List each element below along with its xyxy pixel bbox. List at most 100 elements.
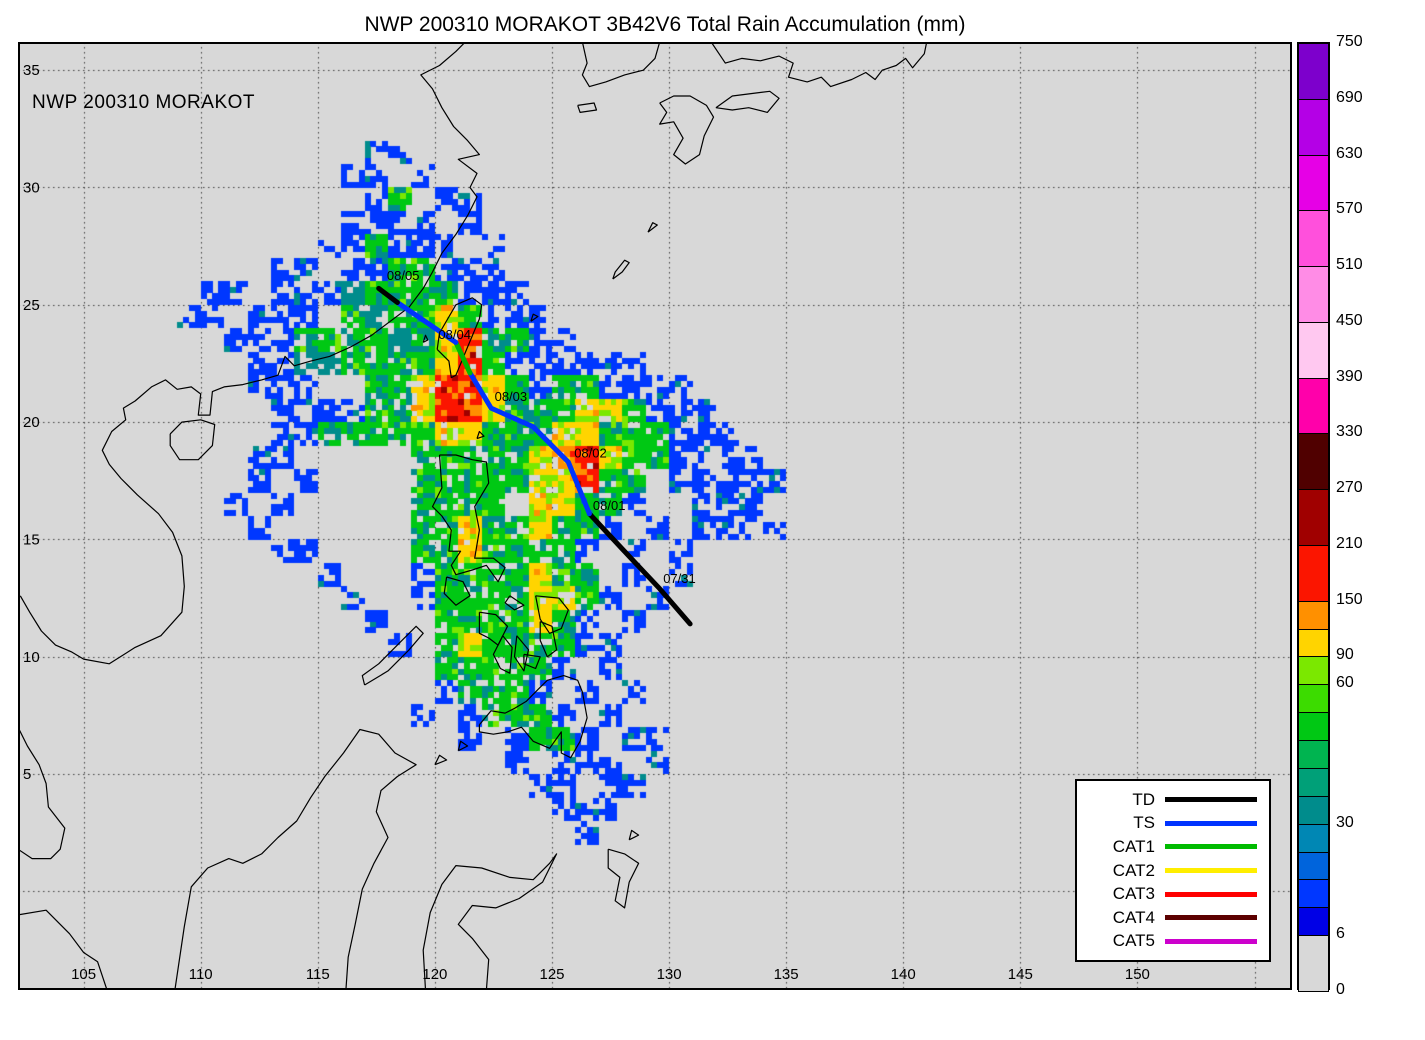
colorbar-segment [1298,907,1329,937]
track-segment-TD [586,511,693,627]
coastline-mindoro [443,576,471,606]
colorbar-segment [1298,433,1329,491]
y-tick-label: 25 [23,297,40,314]
coastline-kyushu [659,95,715,165]
legend-label: CAT2 [1112,860,1155,880]
coastlines [18,42,928,990]
coastline-leyte [539,621,558,658]
coastline-malay-peninsula [18,726,66,860]
coastline-ishigaki [530,313,539,322]
coastline-sulu-1 [434,754,448,766]
y-tick-label: 30 [23,180,40,197]
map-frame [18,42,1292,990]
colorbar-segment [1298,489,1329,546]
coastline-babuyan [476,430,485,440]
colorbar-segment [1298,712,1329,742]
legend-item-CAT3: CAT3 [1085,884,1257,904]
colorbar-segment [1298,321,1329,379]
colorbar-segment [1298,851,1329,881]
legend-item-CAT5: CAT5 [1085,931,1257,951]
legend-item-CAT4: CAT4 [1085,908,1257,928]
axis-tick-labels: 105 110 115 120 125 130 135 140 145 150 5 10 15 20 25 3… [23,62,1150,983]
coastline-jeju [577,102,598,114]
track-date-labels: 08/05 08/04 08/03 08/02 08/01 07/31 [387,268,696,586]
colorbar-segment [1298,628,1329,658]
map-label: NWP 200310 MORAKOT [32,92,256,113]
legend-swatch [1165,938,1257,944]
y-tick-label: 5 [23,766,31,783]
colorbar [1297,42,1330,992]
legend-label: CAT1 [1112,836,1155,856]
coastline-morotai [628,829,640,841]
coastline-luzon [431,454,506,583]
coastline-honshu [710,42,928,88]
colorbar-segment [1298,795,1329,825]
y-tick-label: 20 [23,414,40,431]
y-tick-label: 35 [23,62,40,79]
coastline-amami [647,222,658,233]
track-date-label: 08/02 [574,445,607,460]
legend-swatch [1165,797,1257,803]
colorbar-segment [1298,879,1329,909]
x-tick-label: 105 [71,966,96,983]
legend-label: CAT4 [1112,907,1155,927]
legend-swatch [1165,915,1257,921]
colorbar-segment [1298,740,1329,769]
track-segment-TS [467,370,592,517]
colorbar-segment [1298,98,1329,156]
coastline-sumatra [18,909,108,990]
x-tick-label: 150 [1125,966,1150,983]
x-tick-label: 140 [891,966,916,983]
legend-label: CAT3 [1112,884,1155,904]
coastline-halmahera [607,848,640,909]
coastline-penghu [422,334,429,343]
coastline-sulu-2 [457,740,469,752]
track-segment-TS [394,300,459,345]
coastline-okinawa [612,259,630,280]
legend-swatch [1165,820,1257,826]
track-segment-CAT1 [453,339,473,376]
colorbar-segment [1298,656,1329,686]
track-date-label: 08/03 [495,389,528,404]
x-tick-label: 115 [306,966,330,983]
coastline-palawan [361,625,424,686]
colorbar-segment [1298,823,1329,853]
coastline-negros [492,635,513,674]
coastline-shikoku [715,90,780,114]
coastline-korea [581,42,661,88]
coastline-masbate [504,595,525,611]
y-tick-label: 15 [23,532,40,549]
x-tick-label: 120 [422,966,447,983]
track-date-label: 08/01 [593,498,626,513]
legend-swatch [1165,844,1257,850]
legend-item-CAT1: CAT1 [1085,837,1257,857]
plot-title: NWP 200310 MORAKOT 3B42V6 Total Rain Acc… [364,13,966,36]
coastline-bohol [523,653,541,670]
track-date-label: 08/04 [438,327,471,342]
x-tick-label: 135 [774,966,799,983]
x-tick-label: 110 [189,966,213,983]
colorbar-segment [1298,544,1329,602]
colorbar-segment [1298,377,1329,435]
track-date-label: 08/05 [387,268,420,283]
colorbar-segment [1298,43,1329,100]
colorbar-segment [1298,266,1329,323]
legend-box: TD TS CAT1 CAT2 CAT3 CAT4 CAT5 [1075,779,1271,962]
colorbar-segment [1298,154,1329,212]
x-tick-label: 125 [539,966,564,983]
legend-label: TS [1133,813,1155,833]
coastline-sulawesi [422,853,558,990]
coastline-borneo [174,728,417,990]
colorbar-segment [1298,600,1329,630]
legend-item-TS: TS [1085,813,1257,833]
legend-label: TD [1132,789,1155,809]
colorbar-segment [1298,767,1329,797]
legend-label: CAT5 [1112,931,1155,951]
x-tick-label: 130 [657,966,682,983]
y-tick-label: 10 [23,649,40,666]
coastline-taiwan [436,297,483,379]
coastline-china-vietnam-coast [19,42,480,665]
colorbar-segment [1298,684,1329,714]
